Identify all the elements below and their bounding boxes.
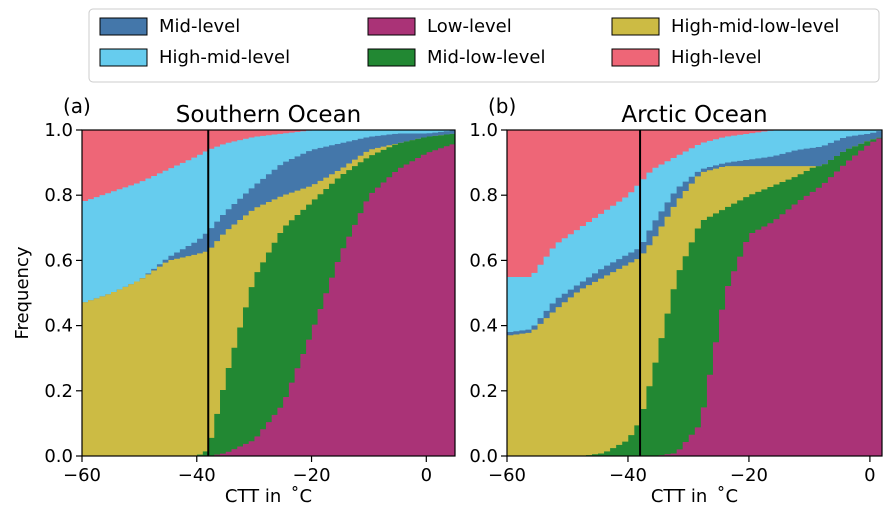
x-axis-label: CTT in ˚C	[225, 486, 312, 507]
x-tick-label: −20	[293, 465, 331, 486]
legend-frame	[88, 8, 880, 83]
y-tick-label: 1.0	[44, 120, 73, 141]
chart-title: Southern Ocean	[176, 102, 362, 128]
y-tick-label: 0.8	[44, 185, 73, 206]
stacked-areas	[82, 130, 455, 456]
legend-swatch-high-mid-low-level	[611, 17, 660, 36]
x-tick-label: −20	[730, 465, 768, 486]
axes-frame	[506, 129, 883, 457]
y-tick-label: 0.0	[44, 446, 73, 467]
legend-swatch-high-mid-level	[99, 48, 148, 67]
panel-label: (a)	[63, 94, 91, 118]
axes-frame	[81, 129, 456, 457]
panel-label: (b)	[488, 94, 516, 118]
x-tick-label: −60	[488, 465, 526, 486]
legend: Mid-level High-mid-level Low-level Mid-low-…	[88, 8, 880, 83]
x-axis-label: CTT in ˚C	[651, 486, 738, 507]
y-tick-label: 0.4	[44, 316, 73, 337]
y-tick-label: 0.2	[44, 381, 73, 402]
y-tick-label: 0.6	[469, 250, 498, 271]
area-high-level	[82, 130, 455, 202]
legend-label-high-mid-level: High-mid-level	[159, 47, 290, 68]
legend-label-high-level: High-level	[671, 47, 762, 68]
legend-swatch-low-level	[367, 17, 416, 36]
area-high-level	[507, 130, 882, 277]
y-tick-label: 0.2	[469, 381, 498, 402]
legend-swatch-mid-level	[99, 17, 148, 36]
legend-swatch-mid-low-level	[367, 48, 416, 67]
panel-arctic-ocean: −60 −40 −20 0 0.0 0.2 0.4 0.6 0.8 1.0 CTT in ˚C Arc…	[469, 94, 883, 507]
legend-label-mid-low-level: Mid-low-level	[427, 47, 546, 68]
x-tick-label: −60	[63, 465, 101, 486]
x-tick-label: 0	[864, 465, 875, 486]
y-tick-label: 0.4	[469, 316, 498, 337]
y-tick-label: 0.8	[469, 185, 498, 206]
legend-label-low-level: Low-level	[427, 16, 512, 37]
chart-title: Arctic Ocean	[621, 102, 767, 128]
x-tick-label: −40	[178, 465, 216, 486]
y-tick-label: 0.0	[469, 446, 498, 467]
y-tick-label: 0.6	[44, 250, 73, 271]
legend-label-mid-level: Mid-level	[159, 16, 240, 37]
y-axis-label: Frequency	[12, 246, 33, 339]
y-tick-label: 1.0	[469, 120, 498, 141]
legend-swatch-high-level	[611, 48, 660, 67]
stacked-areas	[507, 130, 882, 456]
x-tick-label: 0	[421, 465, 432, 486]
legend-label-high-mid-low-level: High-mid-low-level	[671, 16, 839, 37]
x-tick-label: −40	[609, 465, 647, 486]
panel-southern-ocean: −60 −40 −20 0 0.0 0.2 0.4 0.6 0.8 1.0 CTT in ˚C Fre…	[12, 94, 456, 507]
